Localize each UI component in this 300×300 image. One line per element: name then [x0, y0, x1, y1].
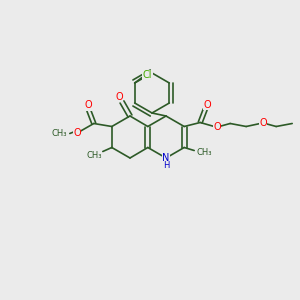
Text: N: N — [162, 153, 170, 163]
Text: Cl: Cl — [143, 70, 152, 80]
Text: O: O — [84, 100, 92, 110]
Text: O: O — [260, 118, 267, 128]
Text: CH₃: CH₃ — [86, 151, 102, 160]
Text: H: H — [163, 161, 169, 170]
Text: O: O — [115, 92, 123, 102]
Text: CH₃: CH₃ — [51, 129, 67, 138]
Text: O: O — [213, 122, 221, 131]
Text: CH₃: CH₃ — [196, 148, 212, 157]
Text: O: O — [203, 100, 211, 110]
Text: O: O — [73, 128, 81, 137]
